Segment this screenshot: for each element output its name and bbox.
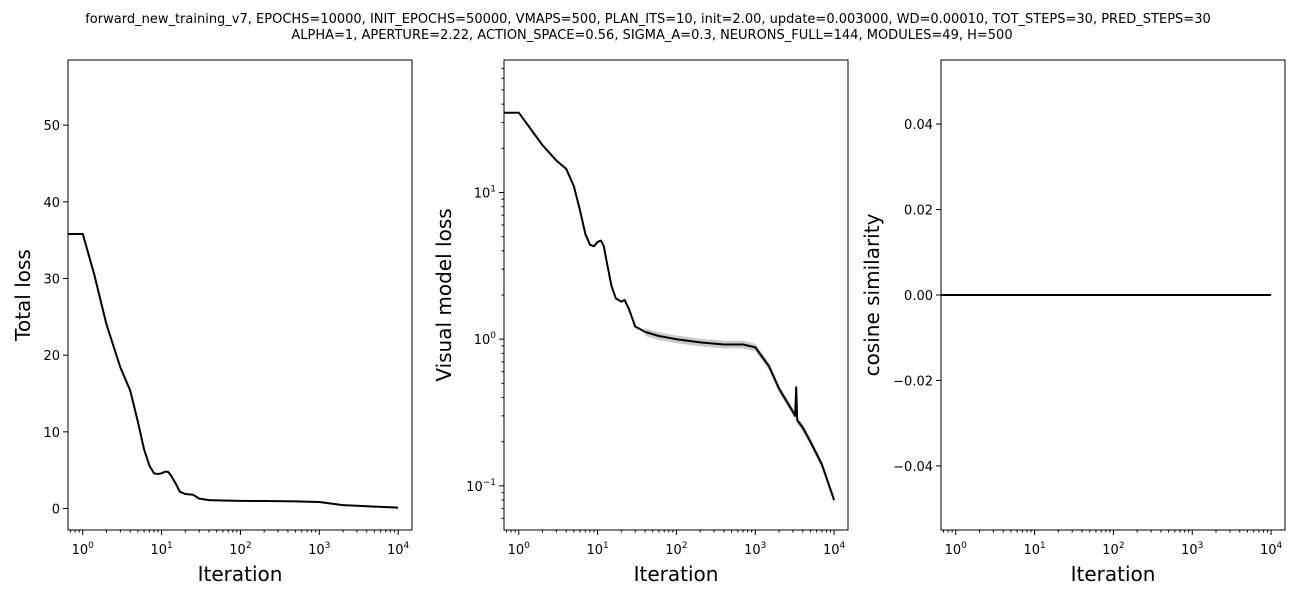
x-tick-label: 102 [1102,541,1124,558]
y-tick-label: 101 [474,184,496,201]
visual-model-loss-panel: 100 101 102 103 104 10−1 100 101 Iteration Visual… [432,59,849,586]
series-line-0 [504,111,836,501]
y-tick-label: 10−1 [466,478,496,495]
axes-frame [503,59,849,531]
series-line-0 [68,233,399,509]
x-tick-label: 101 [150,541,172,558]
y-tick-label: 100 [474,331,497,348]
x-tick-label: 104 [387,541,410,558]
y-tick-label: 20 [43,349,60,364]
y-tick-label: 0.02 [904,204,933,219]
plot-area [68,233,399,509]
x-axis-label: Iteration [634,562,719,586]
x-tick-label: 104 [1260,541,1283,558]
x-tick-label: 100 [945,541,968,558]
y-tick-label: 0.04 [904,118,933,133]
y-tick-label: 10 [43,426,60,441]
figure-title-line-1: forward_new_training_v7, EPOCHS=10000, I… [85,12,1211,27]
figure-title-line-2: ALPHA=1, APERTURE=2.22, ACTION_SPACE=0.5… [291,28,1012,43]
x-tick-label: 104 [823,541,846,558]
x-tick-label: 101 [586,541,608,558]
y-axis-label: Visual model loss [432,208,456,381]
x-tick-label: 100 [72,541,95,558]
x-tick-label: 103 [308,541,330,558]
y-tick-label: 50 [43,119,60,134]
x-axis-label: Iteration [1071,562,1156,586]
axes-frame [67,59,413,531]
x-axis-label: Iteration [198,562,283,586]
x-tick-label: 103 [1181,541,1203,558]
x-tick-label: 101 [1023,541,1045,558]
total-loss-panel: 100 101 102 103 104 0 10 20 30 40 50 Iteration Total… [11,59,413,586]
y-tick-label: 0.00 [904,289,933,304]
y-tick-label: 30 [43,273,60,288]
y-tick-label: −0.02 [893,374,933,389]
y-tick-label: −0.04 [893,460,933,475]
cosine-similarity-panel: 100 101 102 103 104 −0.04 −0.02 0.00 0.02 0.04 Ite… [860,59,1286,586]
x-tick-label: 100 [508,541,531,558]
error-band [645,328,835,505]
y-axis-label: Total loss [11,249,35,342]
y-tick-label: 40 [43,196,60,211]
plot-area [504,111,836,505]
x-tick-label: 102 [665,541,687,558]
x-tick-label: 102 [229,541,251,558]
x-tick-label: 103 [744,541,766,558]
y-axis-label: cosine similarity [860,213,884,376]
y-tick-label: 0 [52,503,60,518]
